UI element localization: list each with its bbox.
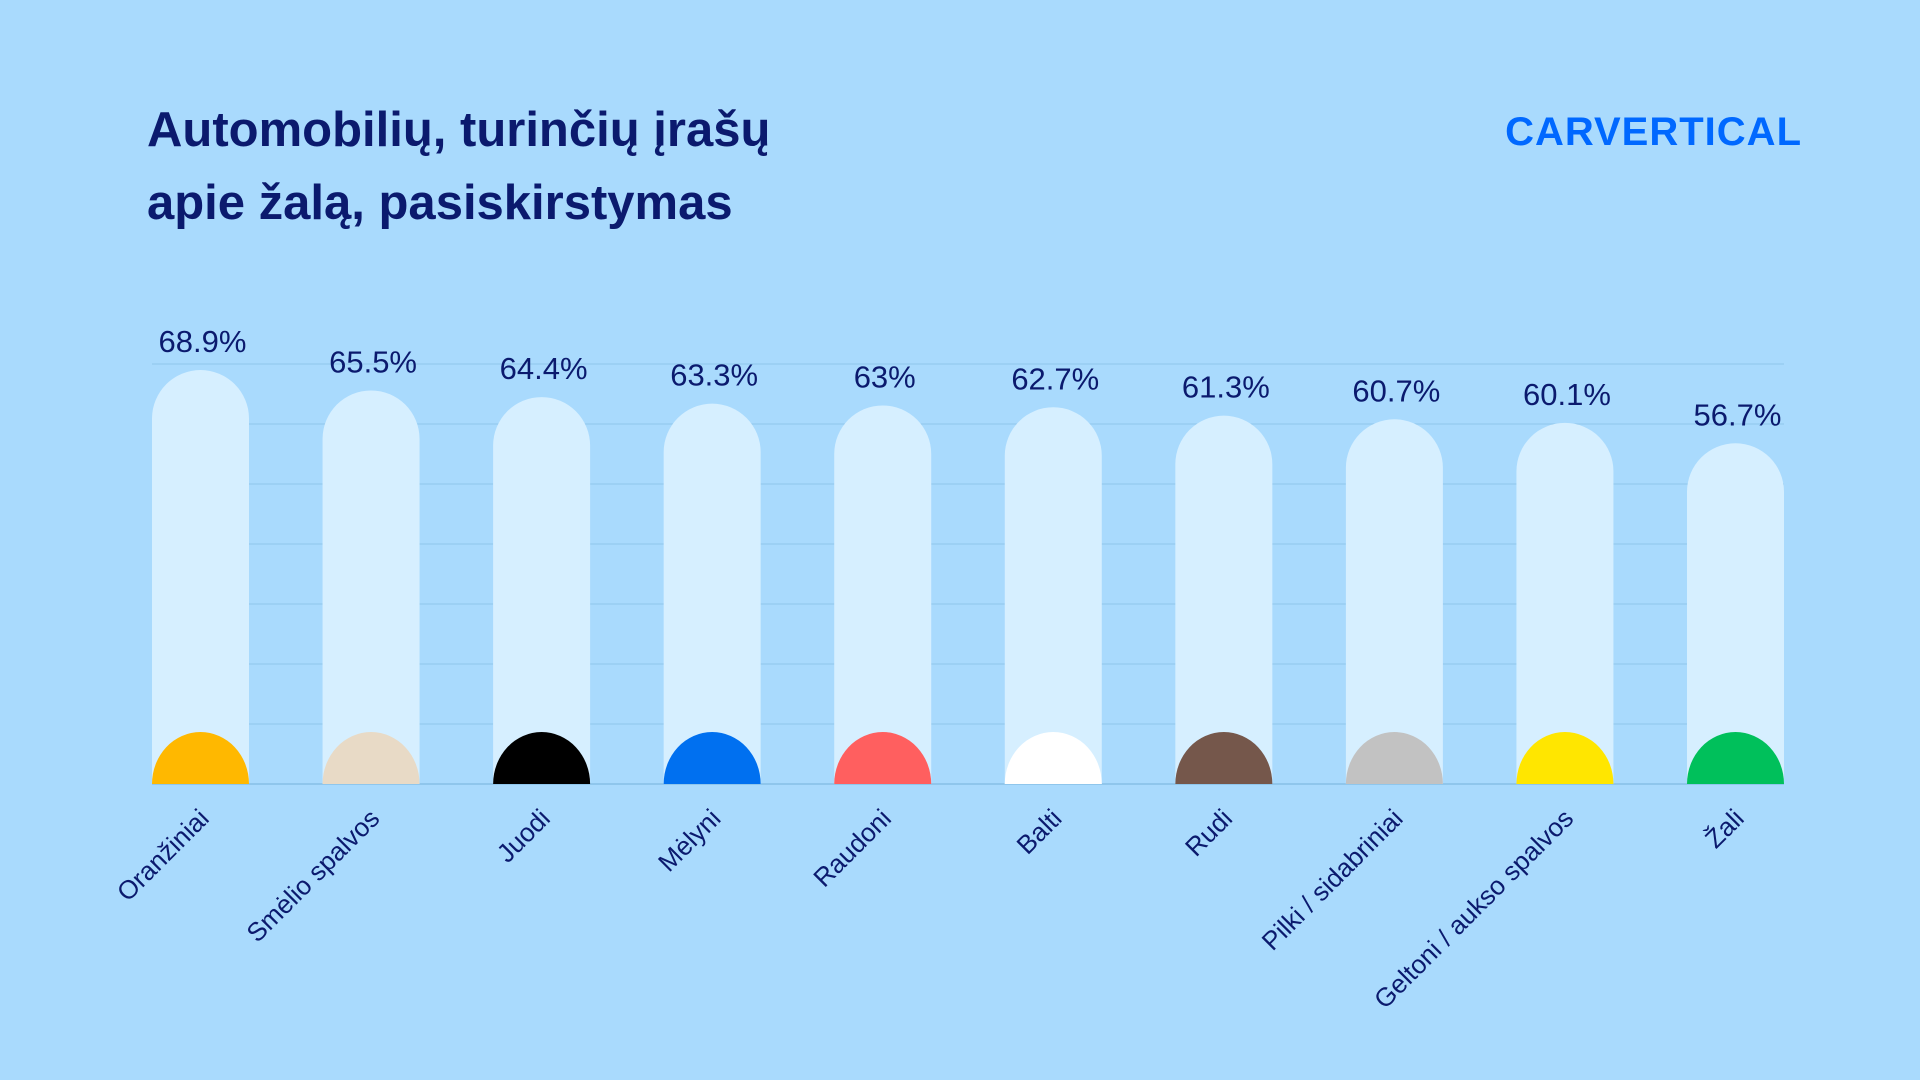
- category-label: Geltoni / aukso spalvos: [1368, 803, 1579, 1014]
- bar-color-dot: [493, 732, 591, 784]
- gridlines: [152, 363, 1784, 785]
- chart-title-line-2: apie žalą, pasiskirstymas: [147, 176, 733, 230]
- bar-color-dot: [322, 732, 420, 784]
- bar-color-dot: [1004, 732, 1102, 784]
- bar: [152, 370, 249, 784]
- bar: [1175, 415, 1273, 784]
- bar: [1687, 443, 1784, 784]
- bar: [663, 403, 761, 784]
- bar-color-dot: [152, 732, 249, 784]
- category-label: Oranžiniai: [111, 803, 215, 907]
- category-label: Rudi: [1179, 803, 1238, 862]
- chart-title: Automobilių, turinčių įrašų apie žalą, p…: [147, 94, 947, 240]
- bar-color-dot: [1345, 732, 1443, 784]
- bar-color-dot: [834, 732, 932, 784]
- category-label: Žali: [1699, 803, 1750, 854]
- bar: [1345, 419, 1443, 784]
- bar: [1516, 422, 1614, 784]
- data-label: 60.7%: [1352, 373, 1440, 408]
- bar: [834, 405, 932, 784]
- category-label: Raudoni: [807, 803, 897, 893]
- data-label: 68.9%: [159, 324, 247, 359]
- bars: [152, 370, 1784, 784]
- bar: [322, 390, 420, 784]
- bar: [493, 397, 591, 784]
- data-label: 60.1%: [1523, 377, 1611, 412]
- data-label: 65.5%: [329, 344, 417, 379]
- category-label: Mėlyni: [652, 803, 726, 877]
- data-label: 61.3%: [1182, 370, 1270, 405]
- category-label: Juodi: [491, 803, 556, 868]
- chart-title-line-1: Automobilių, turinčių įrašų: [147, 103, 771, 157]
- bar-color-dot: [1175, 732, 1273, 784]
- bar-color-dot: [1516, 732, 1614, 784]
- category-label: Balti: [1011, 803, 1068, 860]
- category-label: Smėlio spalvos: [240, 803, 385, 948]
- category-label: Pilki / sidabriniai: [1256, 803, 1409, 956]
- carvertical-logo: CARVERTICAL: [1505, 110, 1802, 154]
- data-label: 63%: [854, 359, 916, 394]
- bar-color-dot: [663, 732, 761, 784]
- data-label: 64.4%: [500, 351, 588, 386]
- data-label: 62.7%: [1011, 361, 1099, 396]
- data-label: 63.3%: [670, 358, 758, 393]
- bar: [1004, 407, 1102, 784]
- data-label: 56.7%: [1694, 397, 1782, 432]
- bar-color-dot: [1687, 732, 1784, 784]
